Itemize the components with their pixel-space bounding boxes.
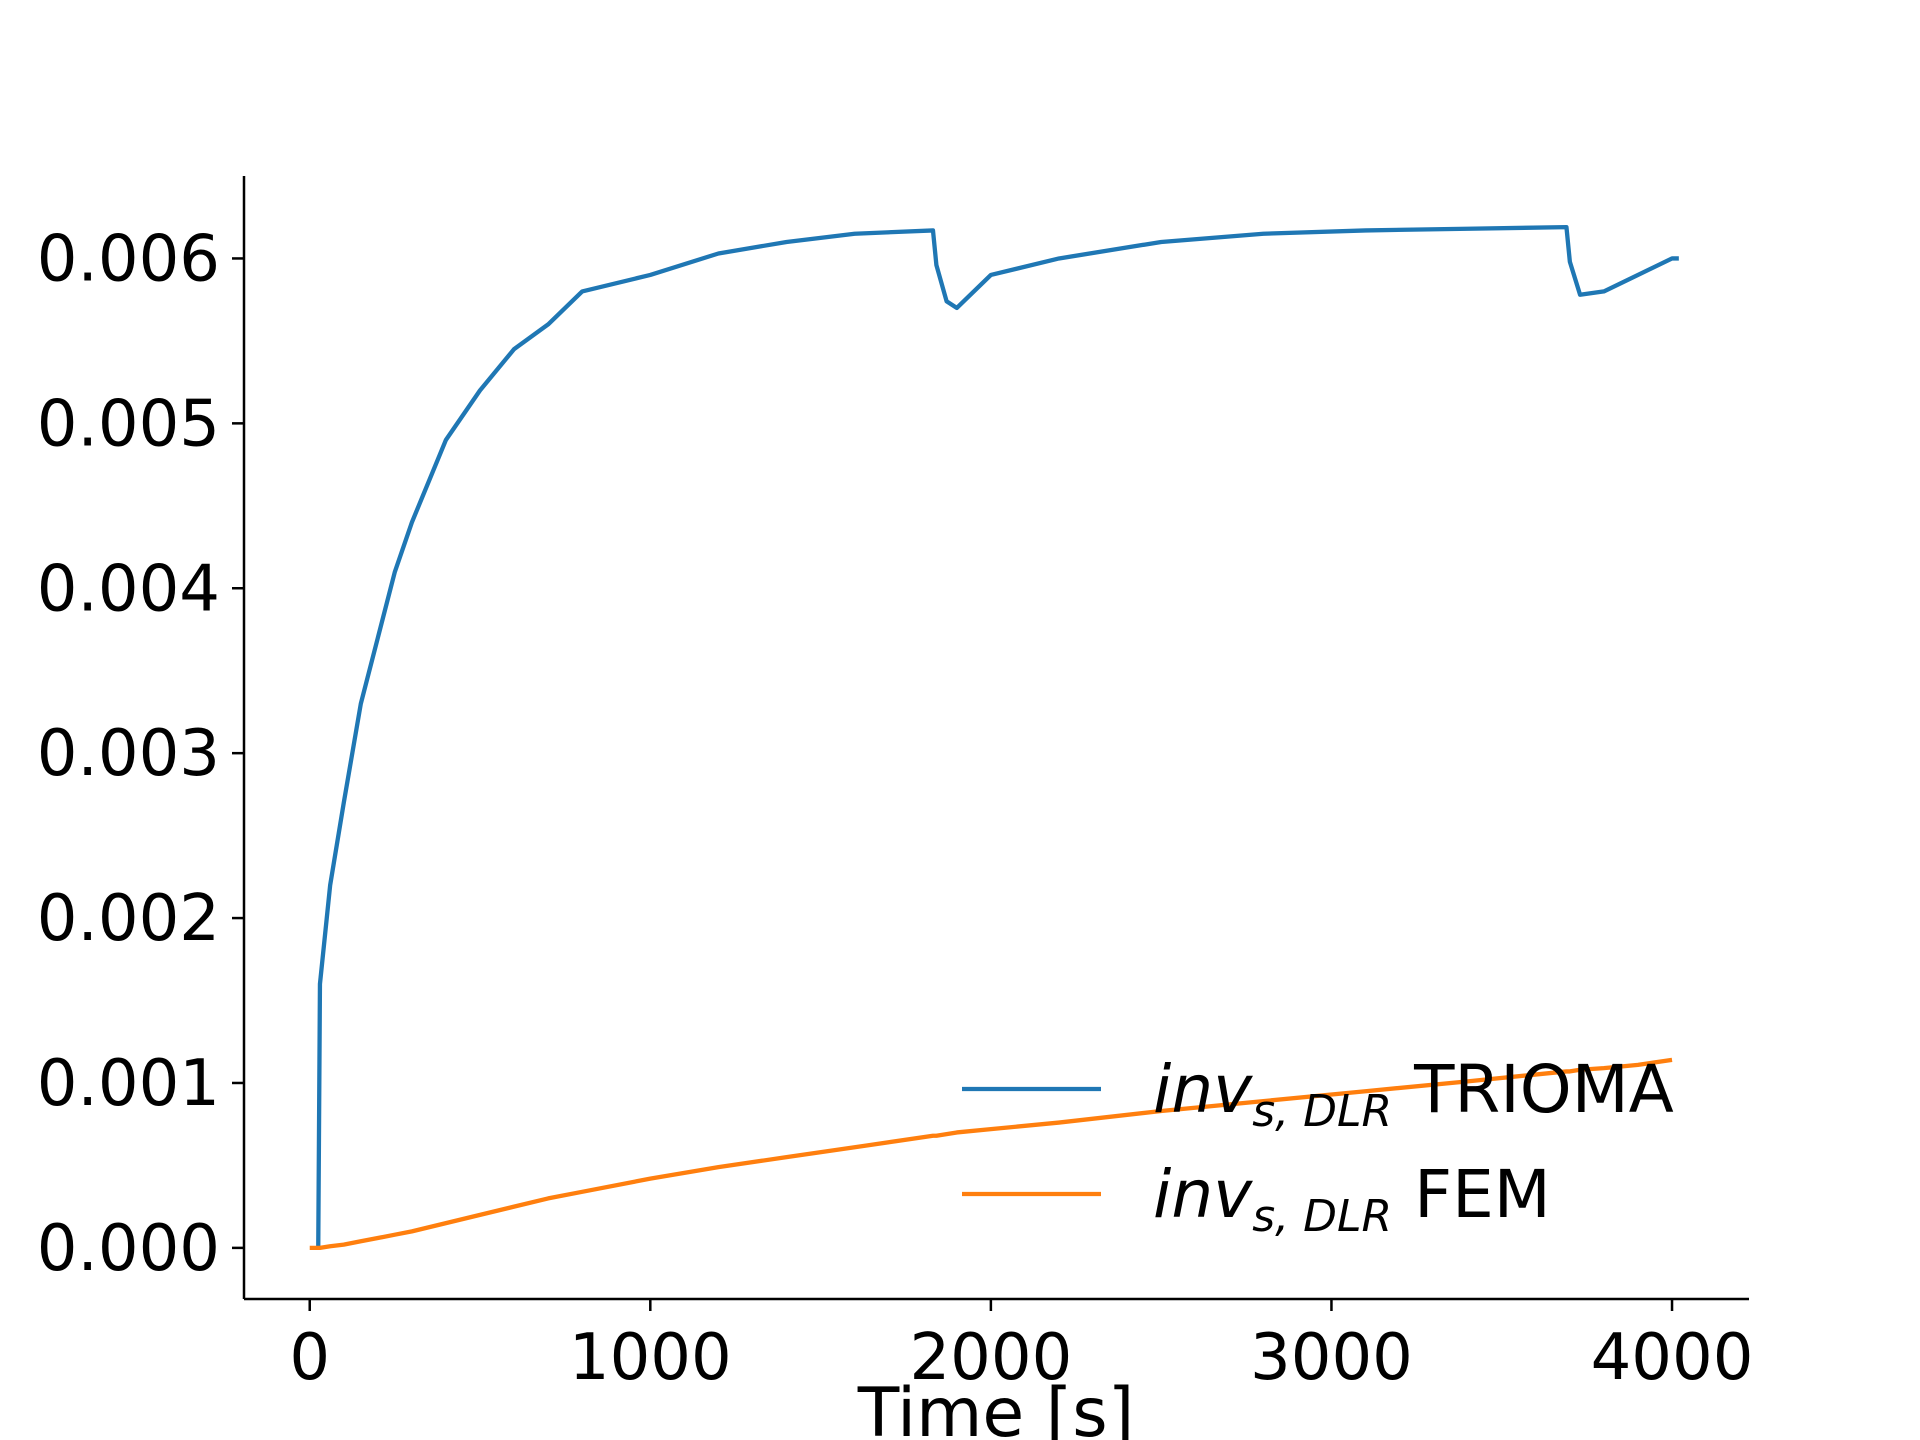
y-tick-label: 0.001 <box>37 1047 220 1121</box>
x-tick-label: 4000 <box>1591 1321 1754 1395</box>
series-line <box>309 1057 1673 1251</box>
y-tick-label: 0.006 <box>37 222 220 296</box>
y-tick-label: 0.000 <box>37 1212 220 1286</box>
y-tick-label: 0.005 <box>37 387 220 461</box>
x-tick-label: 0 <box>289 1321 330 1395</box>
legend-symbol-sub: s, DLR <box>1252 1191 1392 1242</box>
legend-name: TRIOMA <box>1413 1051 1674 1128</box>
legend-label: invs, DLR TRIOMA <box>1153 1051 1674 1137</box>
y-tick-label: 0.003 <box>37 717 220 791</box>
x-tick-label: 3000 <box>1250 1321 1413 1395</box>
legend-symbol-sub: s, DLR <box>1252 1086 1392 1137</box>
legend-symbol-base: inv <box>1153 1156 1253 1233</box>
x-tick-label: 1000 <box>569 1321 732 1395</box>
legend-name: FEM <box>1414 1156 1551 1233</box>
series-line <box>316 224 1679 1248</box>
x-axis-label: Time [s] <box>857 1374 1135 1440</box>
legend-label: invs, DLR FEM <box>1153 1156 1551 1242</box>
x-tick-label: 2000 <box>909 1321 1072 1395</box>
y-tick-label: 0.002 <box>37 882 220 956</box>
legend-symbol-base: inv <box>1153 1051 1253 1128</box>
y-tick-label: 0.004 <box>37 552 220 626</box>
